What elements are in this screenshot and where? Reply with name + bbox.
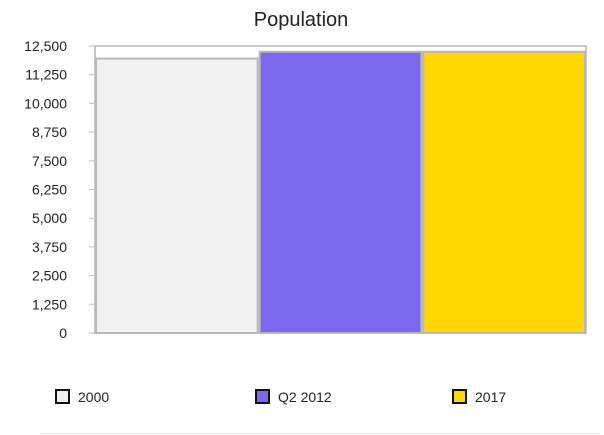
legend-label: 2017: [475, 389, 506, 405]
plot-area: [94, 45, 587, 335]
y-tick-label: 8,750: [32, 124, 67, 140]
y-tick-label: 10,000: [24, 95, 67, 111]
chart-title: Population: [254, 9, 349, 31]
bar-1: [95, 57, 259, 335]
y-tick-label: 1,250: [32, 296, 67, 312]
legend-label: Q2 2012: [278, 389, 332, 405]
legend-label: 2000: [78, 389, 109, 405]
y-tick-label: 2,500: [32, 268, 67, 284]
y-tick-label: 6,250: [32, 182, 67, 198]
y-tick-label: 7,500: [32, 153, 67, 169]
bar-3: [422, 50, 587, 335]
y-tick-label: 3,750: [32, 239, 67, 255]
legend-swatch: [255, 389, 270, 404]
bottom-divider: [40, 433, 600, 434]
y-tick-label: 0: [59, 325, 67, 341]
legend: 2000 Q2 2012 2017: [55, 389, 506, 405]
y-axis: 0 1,250 2,500 3,750 5,000 6,250 7,500 8,750 10,0…: [24, 38, 95, 341]
y-tick-label: 11,250: [25, 67, 67, 83]
bar-2: [258, 50, 423, 335]
legend-swatch: [452, 389, 467, 404]
y-tick-label: 12,500: [24, 38, 67, 54]
legend-swatch: [55, 389, 70, 404]
y-tick-label: 5,000: [32, 210, 67, 226]
